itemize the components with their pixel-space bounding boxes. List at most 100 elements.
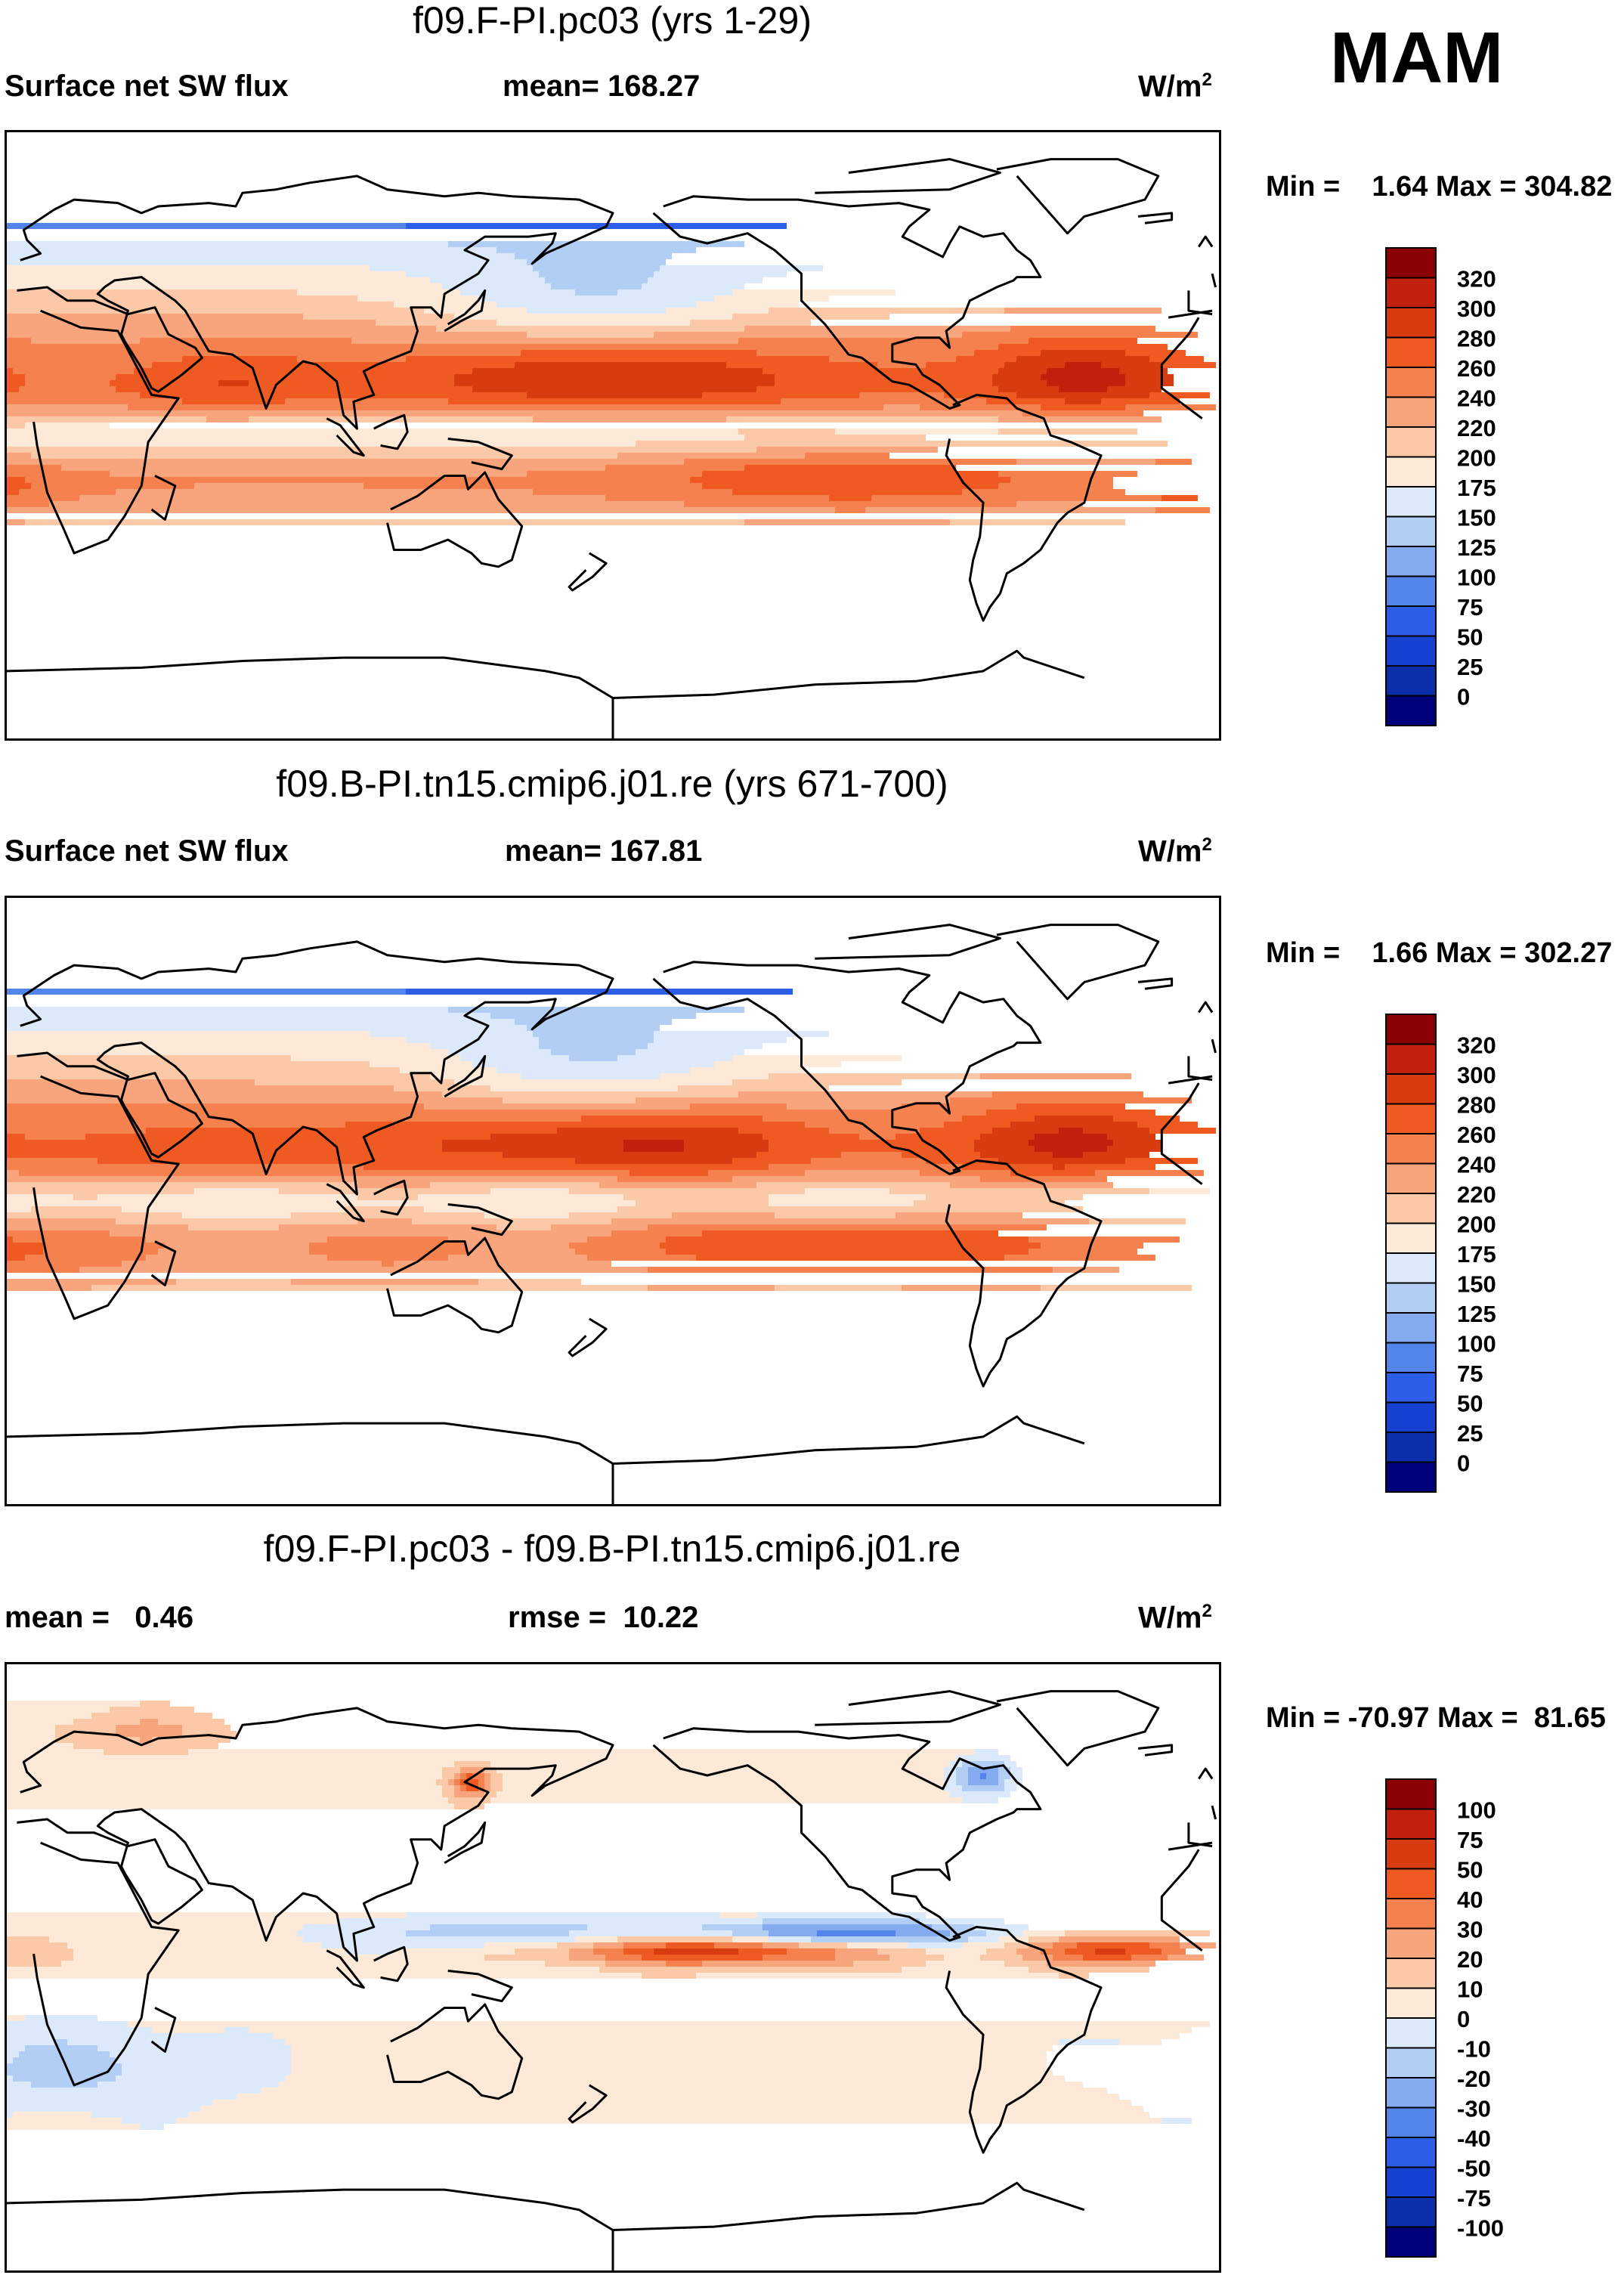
colorbar-swatch: [1385, 1014, 1437, 1045]
colorbar-swatch: [1385, 1868, 1437, 1899]
coastline: [17, 175, 614, 430]
colorbar-tick-label: 280: [1457, 1092, 1496, 1119]
colorbar-swatch: [1385, 1162, 1437, 1194]
colorbar-tick-label: 280: [1457, 326, 1496, 352]
coastline: [7, 1422, 614, 1504]
coastline: [1137, 212, 1174, 224]
coastline: [1160, 1082, 1203, 1185]
coastline: [1137, 977, 1174, 990]
colorbar-tick-label: 320: [1457, 1032, 1496, 1059]
colorbar-swatch: [1385, 1987, 1437, 2019]
colorbar-swatch: [1385, 396, 1437, 428]
coastline: [7, 656, 614, 738]
panel-2-left-label: Surface net SW flux: [5, 834, 289, 868]
coastline: [32, 1841, 180, 2087]
coastline: [945, 1926, 1103, 2154]
coastline: [1168, 309, 1213, 319]
colorbar-swatch: [1385, 665, 1437, 697]
coastline: [1160, 317, 1203, 419]
coastline: [444, 1054, 487, 1098]
panel-1-left-label: Surface net SW flux: [5, 70, 289, 103]
colorbar-tick-label: 75: [1457, 1827, 1483, 1853]
coastline: [1187, 290, 1213, 316]
colorbar-swatch: [1385, 1778, 1437, 1810]
coastline: [568, 2084, 608, 2124]
colorbar-swatch: [1385, 1103, 1437, 1134]
coastlines: [7, 924, 1217, 1504]
coastline: [996, 1690, 1160, 1767]
coastline: [1187, 1822, 1213, 1848]
colorbar-tick-label: 200: [1457, 1212, 1496, 1238]
colorbar-tick-label: 50: [1457, 1391, 1483, 1417]
coastline: [568, 1317, 608, 1357]
coastline: [1168, 1075, 1213, 1085]
colorbar-tick-label: 200: [1457, 445, 1496, 472]
panel-3-title: f09.F-PI.pc03 - f09.B-PI.tn15.cmip6.j01.…: [263, 1528, 961, 1570]
colorbar-swatch: [1385, 336, 1437, 368]
colorbar-tick-label: 0: [1457, 684, 1470, 710]
panel-3-units: W/m2: [1138, 1601, 1212, 1635]
season-label: MAM: [1330, 17, 1504, 98]
coastline: [32, 309, 180, 555]
panel-2-colorbar: 320 300 280 260 240 220 200 175 150 125 100 75 50 25 0: [1384, 1013, 1581, 1493]
coastline: [447, 1970, 513, 2003]
coastline: [612, 2181, 1085, 2231]
field-cells: [7, 989, 1216, 1291]
colorbar-tick-label: 320: [1457, 266, 1496, 292]
coastline: [652, 1727, 1042, 1942]
colorbar-swatch: [1385, 1043, 1437, 1075]
panel-3-minmax: Min = -70.97 Max = 81.65: [1266, 1702, 1606, 1734]
colorbar-tick-label: 175: [1457, 1241, 1496, 1268]
colorbar-swatch: [1385, 2077, 1437, 2109]
colorbar-tick-label: 0: [1457, 2006, 1470, 2032]
colorbar-tick-label: -10: [1457, 2036, 1491, 2063]
colorbar-tick-label: 30: [1457, 1917, 1483, 1943]
colorbar-tick-label: -30: [1457, 2096, 1491, 2122]
coastline: [386, 1237, 524, 1334]
coastline: [1198, 1001, 1214, 1014]
colorbar-tick-label: 75: [1457, 1360, 1483, 1387]
colorbar-tick-label: -50: [1457, 2156, 1491, 2182]
colorbar-tick-label: 100: [1457, 1797, 1496, 1824]
coastline: [1137, 1744, 1174, 1757]
colorbar-tick-label: 125: [1457, 534, 1496, 561]
colorbar-tick-label: 240: [1457, 385, 1496, 412]
colorbar-swatch: [1385, 1252, 1437, 1284]
colorbar-tick-label: 25: [1457, 1420, 1483, 1447]
coastline: [1198, 1767, 1214, 1780]
panel-2-map: [5, 896, 1221, 1506]
coastline: [150, 475, 177, 521]
map-svg: [7, 1690, 1217, 2270]
panel-3-colorbar: 100 75 50 40 30 20 10 0 -10 -20 -30 -40 -50 -75 -100: [1384, 1778, 1581, 2258]
colorbar-tick-label: 125: [1457, 1301, 1496, 1327]
colorbar-swatch: [1385, 307, 1437, 339]
colorbar-tick-label: 25: [1457, 654, 1483, 680]
colorbar-swatch: [1385, 1432, 1437, 1463]
colorbar-swatch: [1385, 1461, 1437, 1493]
colorbar-swatch: [1385, 515, 1437, 547]
panel-1-colorbar: 320 300 280 260 240 220 200 175 150 125 100 75 50 25 0: [1384, 246, 1581, 727]
colorbar-swatch: [1385, 575, 1437, 607]
coastline: [568, 552, 608, 592]
coastline: [17, 1707, 614, 1962]
colorbar-swatch: [1385, 695, 1437, 726]
colorbar-swatch: [1385, 1073, 1437, 1105]
panel-3-left-label: mean = 0.46: [5, 1601, 194, 1634]
colorbar-tick-label: 220: [1457, 415, 1496, 441]
colorbar-tick-label: 300: [1457, 296, 1496, 322]
coastlines: [7, 1690, 1217, 2270]
coastline: [1187, 1056, 1213, 1082]
colorbar-tick-label: 220: [1457, 1181, 1496, 1208]
colorbar-tick-label: 150: [1457, 505, 1496, 531]
panel-1-map: [5, 130, 1221, 741]
coastline: [447, 1203, 513, 1237]
colorbar-tick-label: 150: [1457, 1271, 1496, 1298]
coastline: [386, 2003, 524, 2100]
panel-1-title: f09.F-PI.pc03 (yrs 1-29): [413, 0, 812, 42]
coastline: [612, 649, 1085, 699]
coastline: [1211, 273, 1217, 288]
coastline: [373, 1179, 409, 1216]
field-cells: [7, 223, 1216, 525]
coastline: [373, 1945, 409, 1982]
colorbar-swatch: [1385, 2017, 1437, 2049]
